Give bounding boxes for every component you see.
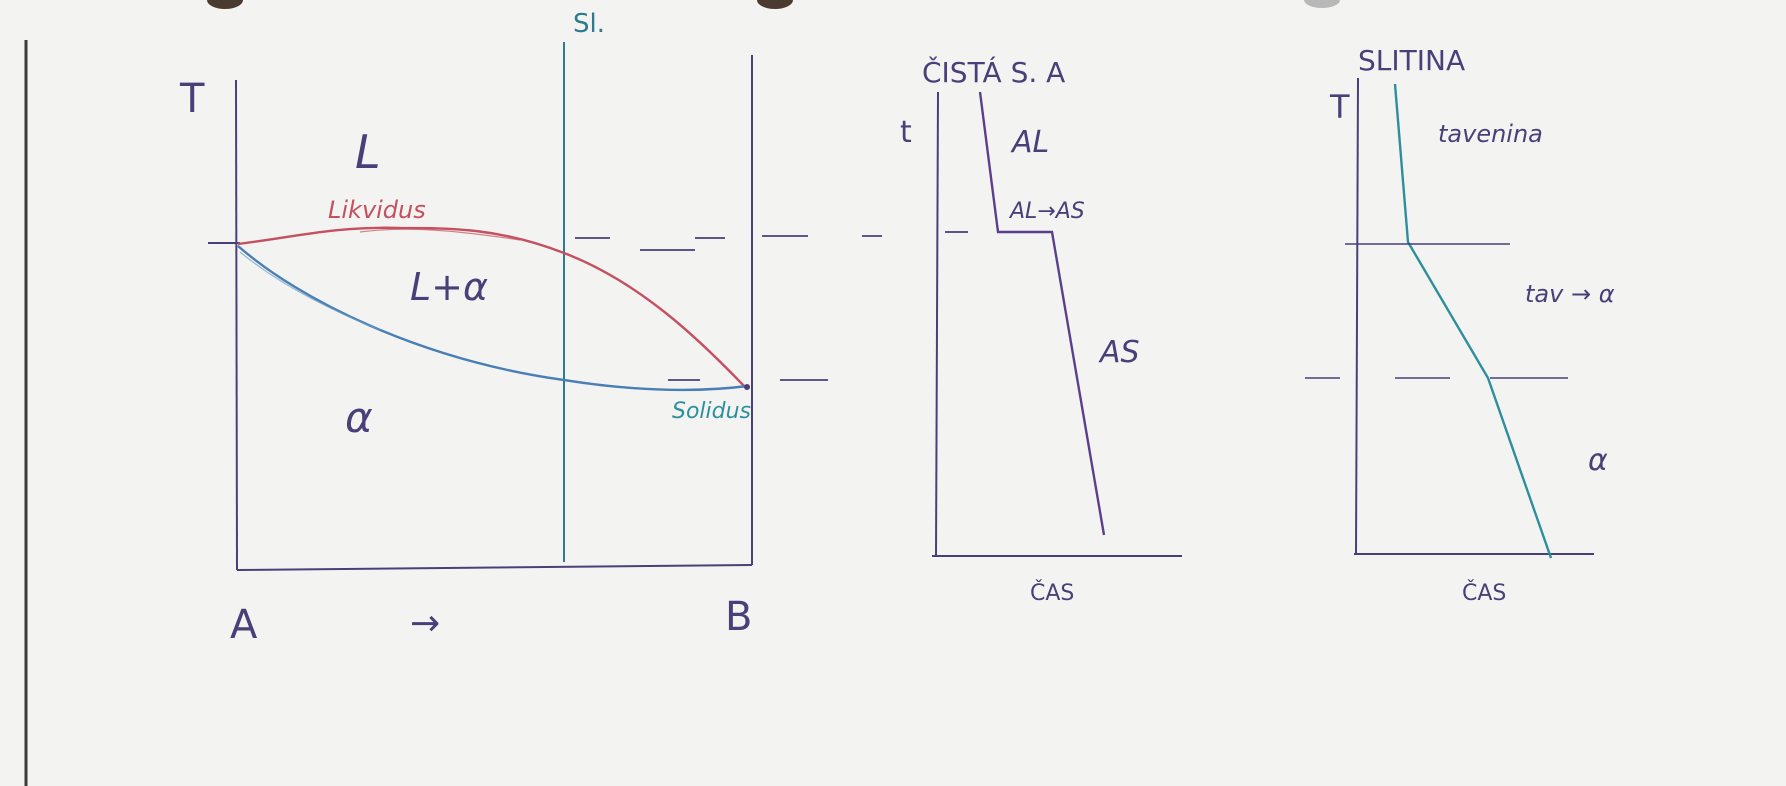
segment-transform-label: AL→AS	[1008, 199, 1085, 224]
solidus-curve	[237, 245, 749, 392]
composition-line-label: Sl.	[573, 9, 605, 39]
phase-diagram-y-axis	[235, 79, 238, 571]
region-solid-label: α	[345, 393, 373, 442]
end-point-b	[744, 384, 750, 390]
alloy-segment-liquid-label: tavenina	[1438, 120, 1543, 148]
pure-metal-y-axis-label: t	[900, 115, 912, 150]
segment-liquid-label: AL	[1010, 125, 1049, 160]
composition-direction-arrow: →	[410, 603, 440, 644]
phase-diagram: T L Likvidus L+α α Solidus Sl. A B →	[179, 9, 882, 648]
segment-solid-label: AS	[1098, 335, 1140, 370]
alloy-cooling-curve: SLITINA T tavenina tav → α α ČAS	[1305, 44, 1615, 606]
phase-diagram-y-axis-label: T	[179, 76, 205, 122]
alloy-title: SLITINA	[1358, 44, 1465, 77]
solidus-label: Solidus	[672, 399, 751, 424]
alloy-x-axis-label: ČAS	[1462, 580, 1506, 606]
binder-hole-middle	[757, 0, 793, 9]
pure-metal-title: ČISTÁ S. A	[922, 55, 1065, 89]
binder-hole-right	[1304, 0, 1340, 8]
pure-metal-x-axis-label: ČAS	[1030, 580, 1074, 606]
liquidus-curve-retrace	[359, 228, 521, 241]
component-b-label: B	[725, 594, 752, 640]
alloy-segment-transform-label: tav → α	[1525, 280, 1615, 308]
alloy-y-axis-label: T	[1329, 88, 1350, 126]
alloy-y-axis	[1355, 77, 1359, 555]
solidus-curve-retrace	[239, 251, 381, 331]
liquidus-intersection-dashes	[575, 235, 882, 251]
liquidus-label: Likvidus	[328, 196, 426, 224]
region-liquid-label: L	[355, 125, 381, 179]
alloy-segment-solid-label: α	[1588, 443, 1608, 478]
alloy-curve	[1393, 83, 1553, 559]
component-a-label: A	[230, 602, 258, 648]
pure-metal-curve	[978, 91, 1106, 536]
pure-metal-cooling-curve: ČISTÁ S. A t AL AL→AS AS ČAS	[900, 55, 1182, 606]
liquidus-curve	[237, 226, 747, 389]
binder-hole-left	[207, 0, 243, 9]
region-two-phase-label: L+α	[410, 265, 488, 309]
phase-diagram-x-axis	[236, 564, 753, 571]
pure-metal-y-axis	[935, 91, 939, 557]
